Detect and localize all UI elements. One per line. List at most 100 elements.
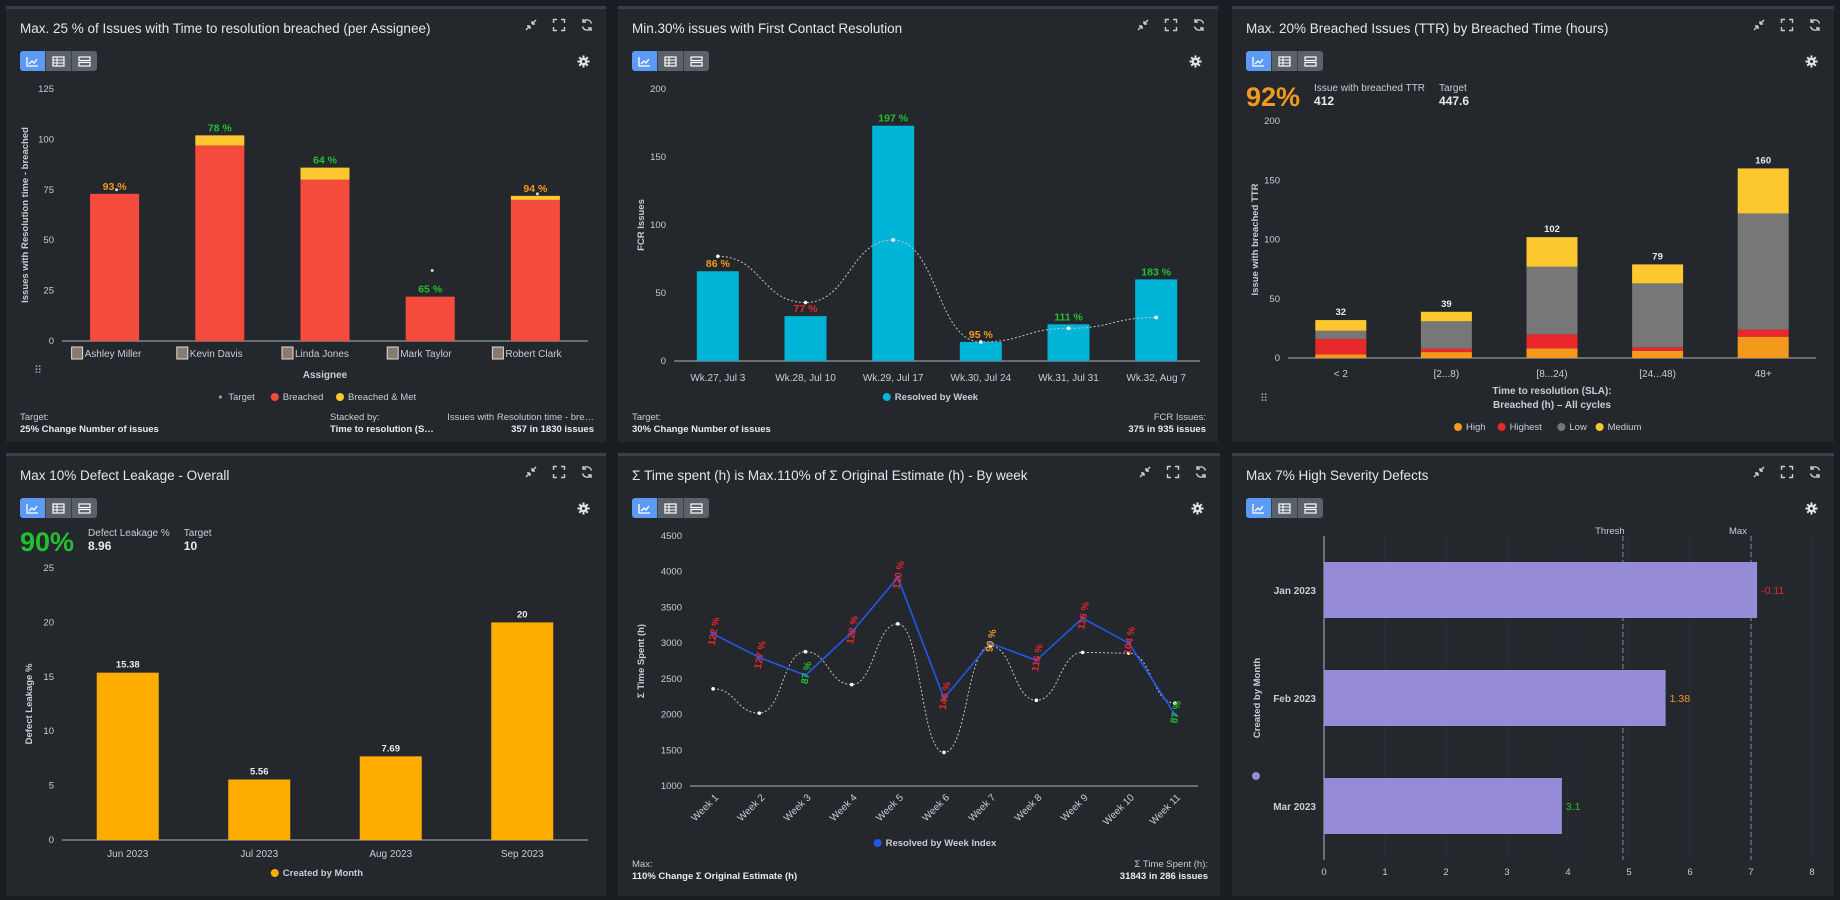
minimize-icon[interactable] xyxy=(524,18,538,32)
data-label: 122 % xyxy=(707,616,723,646)
list-view-button[interactable] xyxy=(1298,51,1323,71)
chart-view-button[interactable] xyxy=(1246,498,1272,518)
x-tick-label: [2...8) xyxy=(1434,369,1460,380)
gear-icon[interactable] xyxy=(577,502,590,515)
legend-marker xyxy=(1454,423,1462,431)
avatar xyxy=(281,346,294,360)
list-view-button[interactable] xyxy=(684,51,709,71)
gear-icon[interactable] xyxy=(1805,502,1818,515)
kpi-target: Target 10 xyxy=(183,528,212,553)
chart-view-button[interactable] xyxy=(20,498,46,518)
gear-icon[interactable] xyxy=(1191,502,1204,515)
minimize-icon[interactable] xyxy=(1752,465,1766,479)
data-label: 87 % xyxy=(800,661,815,685)
bar-breached xyxy=(405,296,455,341)
refresh-icon[interactable] xyxy=(580,465,594,479)
data-label: 94 % xyxy=(523,183,548,195)
data-label: 104 % xyxy=(1122,626,1138,656)
refresh-icon[interactable] xyxy=(1808,465,1822,479)
x-tick-label: Robert Clark xyxy=(505,349,562,360)
chart-view-button[interactable] xyxy=(1246,51,1272,71)
bar-low xyxy=(1420,321,1472,349)
table-view-button[interactable] xyxy=(658,51,684,71)
refresh-icon[interactable] xyxy=(1808,18,1822,32)
fullscreen-icon[interactable] xyxy=(552,465,566,479)
x-tick-label: Wk.32, Aug 7 xyxy=(1126,373,1186,384)
list-view-button[interactable] xyxy=(684,498,709,518)
y-tick-label: 4000 xyxy=(661,567,682,578)
table-view-button[interactable] xyxy=(46,498,72,518)
list-view-button[interactable] xyxy=(72,51,97,71)
fullscreen-icon[interactable] xyxy=(1780,18,1794,32)
total-label: 32 xyxy=(1336,307,1347,318)
panel-fcr: Min.30% issues with First Contact Resolu… xyxy=(618,6,1218,442)
data-label: 146 % xyxy=(938,681,954,711)
x-tick-label: Week 7 xyxy=(967,792,999,824)
legend-marker xyxy=(336,393,344,401)
bar-breached-met xyxy=(195,135,245,146)
chart-view-button[interactable] xyxy=(632,498,658,518)
data-label: 122 % xyxy=(845,615,861,645)
list-view-button[interactable] xyxy=(72,498,97,518)
minimize-icon[interactable] xyxy=(524,465,538,479)
max-point xyxy=(1173,701,1177,705)
refresh-icon[interactable] xyxy=(1194,465,1208,479)
refresh-icon[interactable] xyxy=(1192,18,1206,32)
refresh-icon[interactable] xyxy=(580,18,594,32)
fullscreen-icon[interactable] xyxy=(1164,18,1178,32)
kpi-breached: Issue with breached TTR 412 xyxy=(1314,83,1426,108)
table-view-button[interactable] xyxy=(658,498,684,518)
time-spent-point xyxy=(942,696,946,701)
y-tick-label: 100 xyxy=(1264,235,1280,246)
bar-breached xyxy=(195,145,245,341)
chart-view-button[interactable] xyxy=(632,51,658,71)
minimize-icon[interactable] xyxy=(1138,465,1152,479)
table-view-button[interactable] xyxy=(46,51,72,71)
x-tick-label: 8 xyxy=(1809,867,1814,878)
table-view-button[interactable] xyxy=(1272,51,1298,71)
panel-actions xyxy=(1138,465,1208,479)
chart-high-severity: 0 1 2 3 4 5 6 7 8 Thresh Max Jan 2023 -0.11 Feb 2023 1… xyxy=(1252,526,1815,878)
fullscreen-icon[interactable] xyxy=(1166,465,1180,479)
time-spent-point xyxy=(1080,616,1085,621)
data-label: 20 xyxy=(517,609,528,620)
legend-marker xyxy=(270,393,279,401)
y-tick-label: Mar 2023 xyxy=(1273,802,1316,813)
fullscreen-icon[interactable] xyxy=(1780,465,1794,479)
bar-defect-leakage xyxy=(359,756,422,840)
legend-marker xyxy=(1497,423,1506,431)
x-tick-label: Jun 2023 xyxy=(107,849,149,860)
minimize-icon[interactable] xyxy=(1136,18,1150,32)
gear-icon[interactable] xyxy=(1189,55,1202,68)
table-view-button[interactable] xyxy=(1272,498,1298,518)
chart-view-button[interactable] xyxy=(20,51,46,71)
x-tick-label: Jul 2023 xyxy=(240,849,278,860)
x-tick-label: Week 2 xyxy=(736,792,768,824)
minimize-icon[interactable] xyxy=(1752,18,1766,32)
legend-label: Breached xyxy=(283,392,324,403)
data-label: 65 % xyxy=(418,284,443,296)
avatar xyxy=(176,346,189,360)
legend-label: Medium xyxy=(1608,422,1642,433)
y-tick-label: 50 xyxy=(1269,294,1280,305)
gear-icon[interactable] xyxy=(1805,55,1818,68)
drag-handle-icon[interactable]: ⠿ xyxy=(1260,393,1269,405)
y-axis-title: Created by Month xyxy=(1252,658,1263,738)
time-spent-point xyxy=(988,641,993,646)
y-axis-title: Issues with Resolution time - breached xyxy=(20,127,31,303)
list-view-button[interactable] xyxy=(1298,498,1323,518)
x-tick-label: 0 xyxy=(1321,867,1326,878)
y-tick-label: 3000 xyxy=(661,638,682,649)
data-label: 127 % xyxy=(753,640,769,670)
target-point xyxy=(1066,326,1071,331)
max-point xyxy=(942,750,946,755)
gear-icon[interactable] xyxy=(577,55,590,68)
y-tick-label: 4500 xyxy=(661,531,682,542)
panel-title: Max 7% High Severity Defects xyxy=(1246,468,1429,483)
data-label: 78 % xyxy=(208,122,233,134)
time-spent-point xyxy=(895,575,900,580)
fullscreen-icon[interactable] xyxy=(552,18,566,32)
max-point xyxy=(757,711,762,715)
bar-high-severity xyxy=(1324,778,1562,834)
drag-handle-icon[interactable]: ⠿ xyxy=(34,365,43,377)
